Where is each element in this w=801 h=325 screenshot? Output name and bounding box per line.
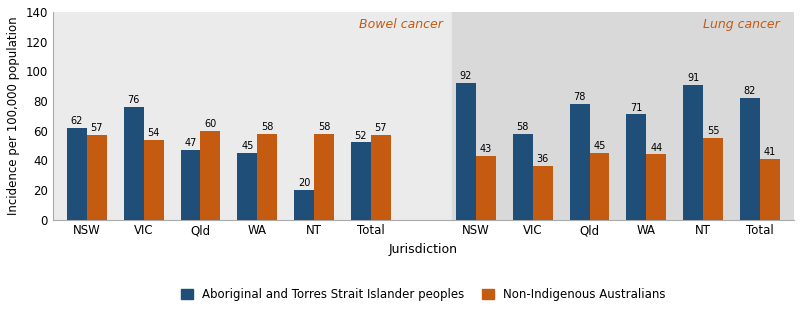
- Text: 43: 43: [480, 144, 492, 154]
- Bar: [590, 153, 610, 220]
- Text: 20: 20: [298, 178, 310, 188]
- Text: Lung cancer: Lung cancer: [703, 18, 780, 31]
- Bar: [626, 114, 646, 220]
- Text: 52: 52: [355, 131, 367, 141]
- Text: 44: 44: [650, 143, 662, 152]
- Bar: [67, 128, 87, 220]
- Text: 62: 62: [70, 116, 83, 126]
- Bar: [180, 150, 200, 220]
- Bar: [513, 134, 533, 220]
- Bar: [646, 154, 666, 220]
- X-axis label: Jurisdiction: Jurisdiction: [389, 243, 458, 256]
- Text: Bowel cancer: Bowel cancer: [360, 18, 443, 31]
- Legend: Aboriginal and Torres Strait Islander peoples, Non-Indigenous Australians: Aboriginal and Torres Strait Islander pe…: [176, 284, 670, 306]
- Text: 92: 92: [460, 72, 472, 81]
- Bar: [703, 138, 723, 220]
- Bar: [760, 159, 780, 220]
- Bar: [53, 12, 452, 220]
- Bar: [257, 134, 277, 220]
- Text: 58: 58: [517, 122, 529, 132]
- Text: 91: 91: [687, 73, 699, 83]
- Bar: [87, 135, 107, 220]
- Text: 45: 45: [594, 141, 606, 151]
- Text: 55: 55: [706, 126, 719, 136]
- Bar: [371, 135, 391, 220]
- Bar: [123, 107, 143, 220]
- Bar: [740, 98, 760, 220]
- Text: 57: 57: [91, 123, 103, 133]
- Bar: [143, 139, 163, 220]
- Text: 71: 71: [630, 102, 642, 112]
- Bar: [533, 166, 553, 220]
- Text: 60: 60: [204, 119, 216, 129]
- Text: 58: 58: [261, 122, 273, 132]
- Bar: [294, 190, 314, 220]
- Bar: [476, 156, 496, 220]
- Bar: [683, 84, 703, 220]
- Text: 58: 58: [318, 122, 330, 132]
- Y-axis label: Incidence per 100,000 population: Incidence per 100,000 population: [7, 17, 20, 215]
- Bar: [351, 142, 371, 220]
- Bar: [452, 12, 794, 220]
- Bar: [456, 83, 476, 220]
- Text: 41: 41: [764, 147, 776, 157]
- Text: 45: 45: [241, 141, 253, 151]
- Text: 76: 76: [127, 95, 140, 105]
- Text: 54: 54: [147, 128, 159, 138]
- Text: 57: 57: [375, 123, 387, 133]
- Bar: [200, 131, 220, 220]
- Text: 36: 36: [537, 154, 549, 164]
- Bar: [570, 104, 590, 220]
- Bar: [237, 153, 257, 220]
- Text: 78: 78: [574, 92, 586, 102]
- Bar: [314, 134, 334, 220]
- Text: 47: 47: [184, 138, 197, 148]
- Text: 82: 82: [744, 86, 756, 96]
